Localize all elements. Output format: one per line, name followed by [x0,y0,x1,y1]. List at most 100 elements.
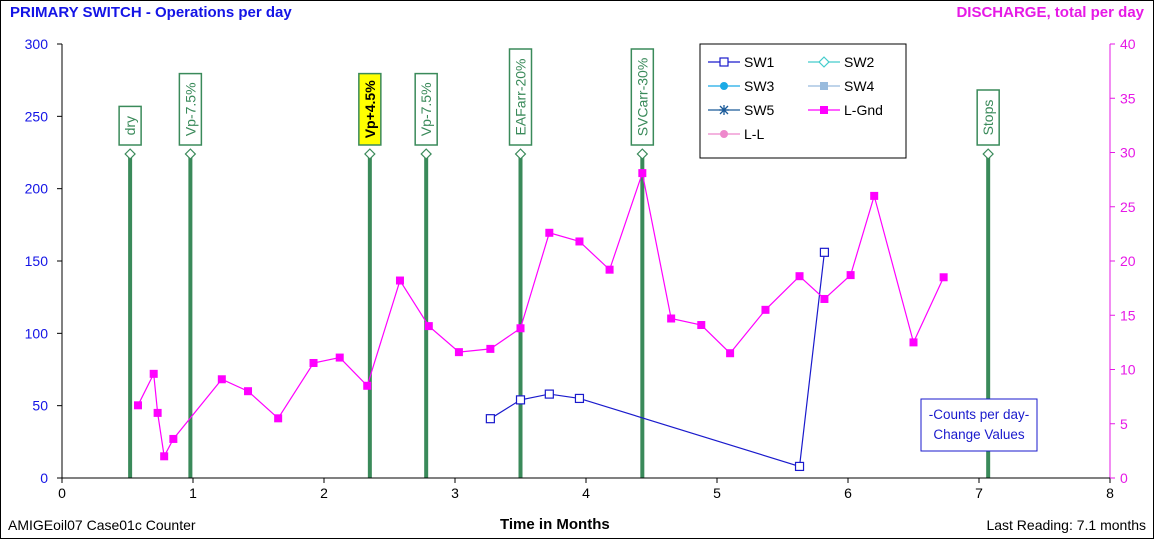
lgnd-point [761,305,770,314]
lgnd-point [939,273,948,282]
lgnd-point [726,349,735,358]
sw1-line [490,252,826,468]
sw1-point [574,393,585,404]
lgnd-point [363,381,372,390]
legend-marker [719,105,729,115]
sw1-point [485,414,495,424]
event-label: Vp+4.5% [362,80,378,139]
x-tick-label: 0 [58,485,66,501]
sw1-point [515,395,526,405]
y-left-tick-label: 200 [25,181,49,197]
x-tick-label: 1 [189,485,197,501]
sw1-point [544,389,554,399]
x-tick-label: 4 [582,485,590,501]
annotation-text: -Counts per day- [929,407,1030,422]
lgnd-point [169,434,178,443]
lgnd-point [667,314,676,323]
event-label: Stops [980,100,996,136]
event-marker [184,148,197,160]
x-tick-label: 6 [844,485,852,501]
y-right-tick-label: 30 [1120,145,1136,161]
x-tick-label: 7 [975,485,983,501]
lgnd-point [335,353,344,362]
left-axis-title: PRIMARY SWITCH - Operations per day [10,4,292,21]
annotation-box [920,398,1038,452]
x-tick-label: 3 [451,485,459,501]
event-marker [982,148,994,160]
legend-marker [820,82,828,90]
event-label-box [178,72,203,146]
y-left-tick-label: 250 [25,108,49,124]
y-left-tick-label: 0 [40,470,48,486]
y-right-tick-label: 20 [1120,253,1136,269]
legend-label: SW3 [744,78,775,94]
lgnd-point [545,228,554,237]
y-right-tick-label: 25 [1120,199,1136,215]
y-left-tick-label: 100 [25,325,49,341]
y-right-tick-label: 10 [1120,362,1136,378]
chart-source-label: AMIGEoil07 Case01c Counter [8,517,196,533]
lgnd-point [133,401,142,410]
event-label: Vp-7.5% [182,82,198,136]
y-right-tick-label: 5 [1120,416,1128,432]
y-right-tick-label: 40 [1120,36,1136,52]
lgnd-point [454,348,463,357]
event-marker [364,148,376,160]
right-axis-title: DISCHARGE, total per day [956,4,1144,21]
lgnd-point [605,265,614,274]
event-marker [124,148,136,160]
y-right-tick-label: 15 [1120,307,1136,323]
legend-marker [719,57,729,67]
legend-box [699,43,907,159]
y-left-tick-label: 300 [25,36,49,52]
y-left-tick-label: 150 [25,253,49,269]
lgnd-point [244,387,253,396]
lgnd-point [309,358,318,367]
legend-marker [820,106,828,114]
lgnd-point [909,338,918,347]
event-label: Vp-7.5% [418,82,434,136]
lgnd-point [820,294,829,303]
event-label-box [976,89,1000,146]
lgnd-point [516,324,525,333]
legend-marker [818,56,830,68]
event-label-box [358,72,382,146]
lgnd-point [274,414,283,423]
event-label: SVCarr-30% [634,58,650,137]
event-label: dry [122,116,138,135]
lgnd-line [137,170,945,459]
x-axis-title: Time in Months [500,516,610,533]
lgnd-point [697,321,706,330]
lgnd-point [638,169,647,178]
event-label: EAFarr-20% [513,58,529,135]
lgnd-point [486,344,495,353]
lgnd-point [160,452,169,461]
x-tick-label: 5 [713,485,721,501]
legend-label: SW5 [744,102,775,118]
legend-marker [720,130,728,138]
last-reading-label: Last Reading: 7.1 months [986,517,1146,533]
legend-label: SW2 [844,54,875,70]
lgnd-point [217,375,226,384]
x-tick-label: 2 [320,485,328,501]
lgnd-point [846,271,855,280]
legend-label: SW1 [744,54,775,70]
lgnd-point [870,191,879,200]
lgnd-point [795,272,804,281]
lgnd-point [424,322,433,331]
y-left-tick-label: 50 [32,398,48,414]
lgnd-point [149,369,158,378]
event-label-box [414,72,438,146]
sw1-point [819,247,830,257]
x-tick-label: 8 [1106,485,1114,501]
lgnd-point [395,276,404,285]
event-label-box [508,48,533,146]
event-label-box [630,48,655,146]
legend-label: SW4 [844,78,875,94]
legend-label: L-L [744,126,764,142]
event-marker [514,148,527,160]
sw1-point [794,461,805,472]
lgnd-point [153,408,162,417]
y-right-tick-label: 35 [1120,90,1136,106]
